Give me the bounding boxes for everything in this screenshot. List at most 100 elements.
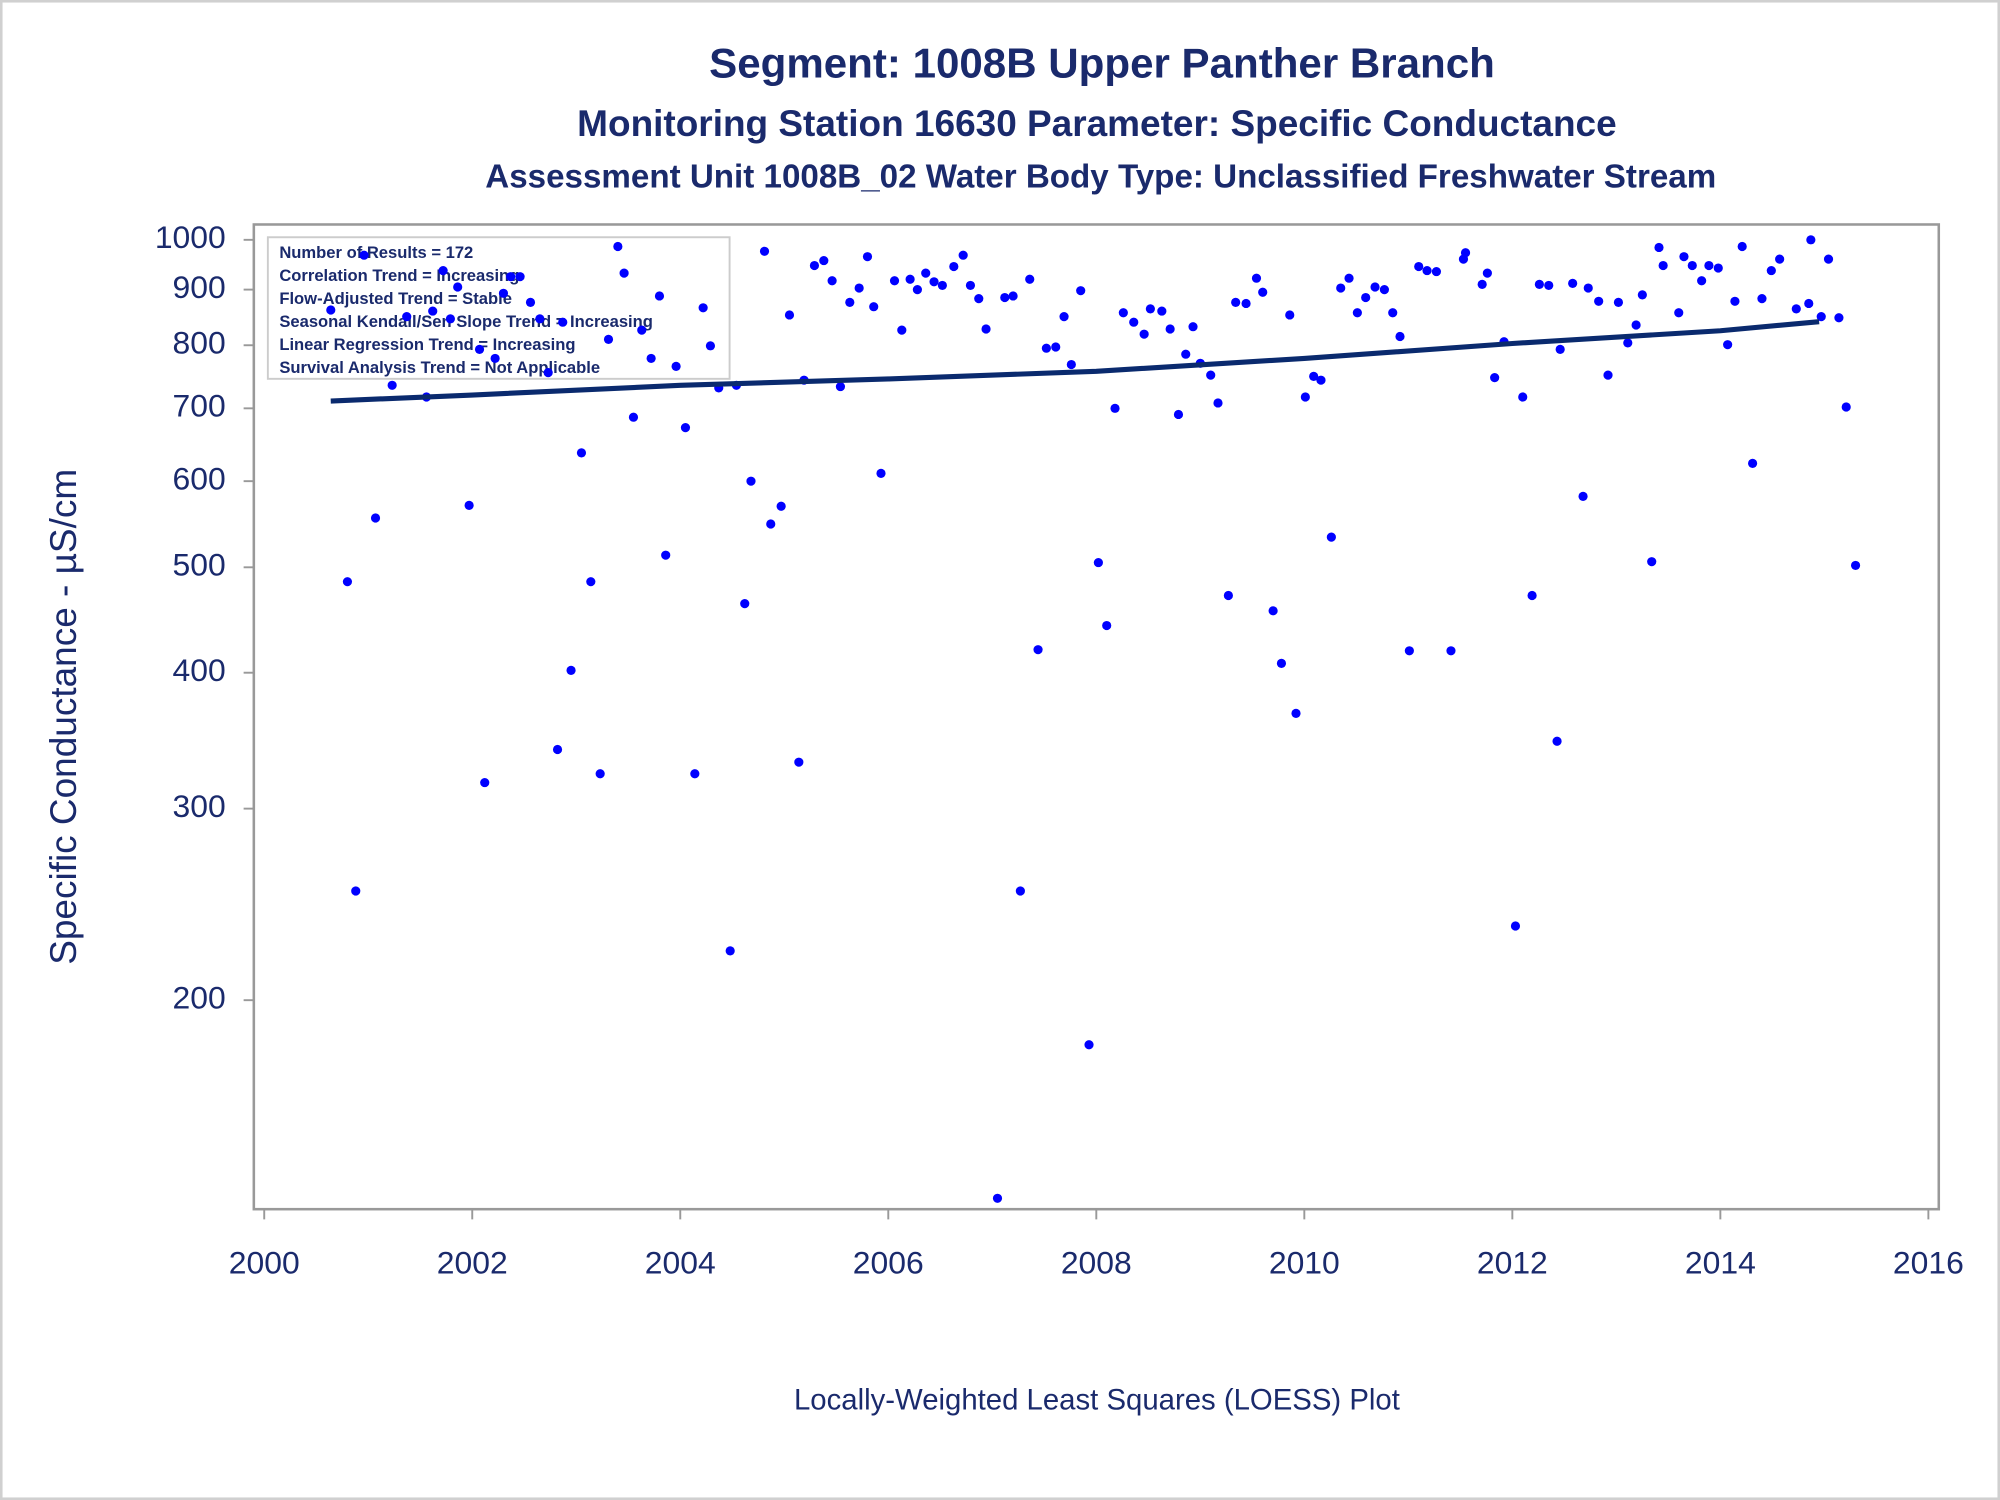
annotation: Correlation Trend = Increasing [279, 266, 519, 285]
data-point [1404, 646, 1414, 656]
data-point [921, 268, 931, 278]
data-point [1241, 298, 1251, 309]
data-point [1594, 296, 1604, 306]
data-point [1051, 342, 1061, 352]
data-point [586, 577, 596, 587]
data-point [876, 468, 886, 478]
data-point [637, 325, 647, 335]
data-point [387, 380, 397, 390]
data-point [1775, 254, 1785, 264]
data-point [1344, 273, 1354, 283]
data-point [1757, 294, 1767, 304]
data-point [819, 256, 829, 266]
data-point [535, 314, 545, 324]
data-point [1110, 403, 1120, 413]
data-point [889, 276, 900, 286]
data-point [506, 272, 516, 282]
data-point [1251, 273, 1262, 283]
loess-line [330, 319, 1820, 404]
annotation: Survival Analysis Trend = Not Applicable [279, 358, 600, 377]
data-point [595, 769, 605, 779]
data-point [566, 665, 576, 675]
y-tick-label: 800 [173, 325, 226, 361]
annotation: Flow-Adjusted Trend = Stable [279, 289, 512, 308]
data-point [1173, 409, 1184, 420]
data-point [1102, 620, 1112, 631]
data-point [661, 550, 671, 560]
x-tick-label: 2010 [1269, 1245, 1340, 1281]
data-point [1806, 235, 1816, 245]
y-tick-label: 700 [173, 388, 226, 424]
data-point [525, 297, 536, 307]
data-point [438, 265, 448, 276]
data-point [1482, 268, 1492, 278]
data-point [1555, 344, 1565, 354]
data-point [1583, 283, 1593, 293]
data-point [1850, 560, 1861, 571]
data-point [1841, 402, 1851, 412]
annotation: Seasonal Kendall/Sen Slope Trend = Incre… [279, 312, 653, 331]
data-point [453, 282, 463, 292]
data-point [359, 250, 369, 260]
data-point [1446, 646, 1456, 656]
y-tick-label: 1000 [155, 219, 226, 255]
y-tick-label: 300 [173, 788, 226, 824]
data-point [1370, 282, 1380, 292]
y-axis-title: Specific Conductance - µS/cm [43, 469, 84, 965]
data-point [1076, 286, 1086, 296]
data-point [725, 946, 735, 956]
data-point [958, 250, 968, 260]
data-point [698, 303, 708, 313]
data-point [854, 283, 864, 293]
x-tick-label: 2000 [229, 1245, 300, 1281]
chart-subtitle: Monitoring Station 16630 Parameter: Spec… [577, 103, 1616, 144]
data-point [1613, 297, 1624, 307]
data-point [1713, 263, 1723, 273]
data-point [515, 272, 525, 282]
data-point [974, 294, 984, 304]
data-point [949, 261, 959, 272]
data-point [603, 334, 614, 344]
data-point [1791, 304, 1801, 314]
data-point [1118, 308, 1128, 318]
data-point [1422, 265, 1432, 276]
data-point [1687, 260, 1697, 271]
data-point [912, 285, 922, 295]
data-point [1181, 349, 1191, 359]
data-point [1145, 304, 1155, 314]
data-point [543, 368, 553, 378]
data-point [1300, 392, 1310, 402]
data-point [1834, 313, 1844, 323]
data-point [1552, 736, 1562, 746]
data-point [1527, 590, 1537, 601]
data-point [464, 500, 474, 510]
data-point [680, 423, 691, 433]
data-point [835, 381, 846, 392]
data-point [1388, 308, 1398, 318]
data-point [1518, 392, 1528, 402]
data-point [1213, 398, 1223, 408]
data-point [1823, 254, 1834, 264]
annotation: Number of Results = 172 [279, 243, 473, 262]
data-point [1647, 557, 1657, 567]
data-point [1316, 375, 1326, 385]
data-point [671, 361, 681, 371]
data-point [1129, 317, 1139, 327]
data-point [1276, 658, 1287, 668]
data-point [1766, 265, 1776, 276]
data-point [474, 344, 485, 354]
data-point [809, 260, 820, 271]
data-point [1631, 320, 1641, 330]
data-point [1704, 260, 1714, 271]
data-point [759, 246, 770, 256]
data-point [1603, 370, 1613, 380]
data-point [576, 448, 587, 458]
data-point [490, 353, 500, 364]
data-point [1730, 296, 1740, 306]
y-tick-label: 600 [173, 461, 226, 497]
data-point [784, 310, 795, 320]
data-point [1737, 241, 1747, 252]
data-point [654, 291, 665, 301]
